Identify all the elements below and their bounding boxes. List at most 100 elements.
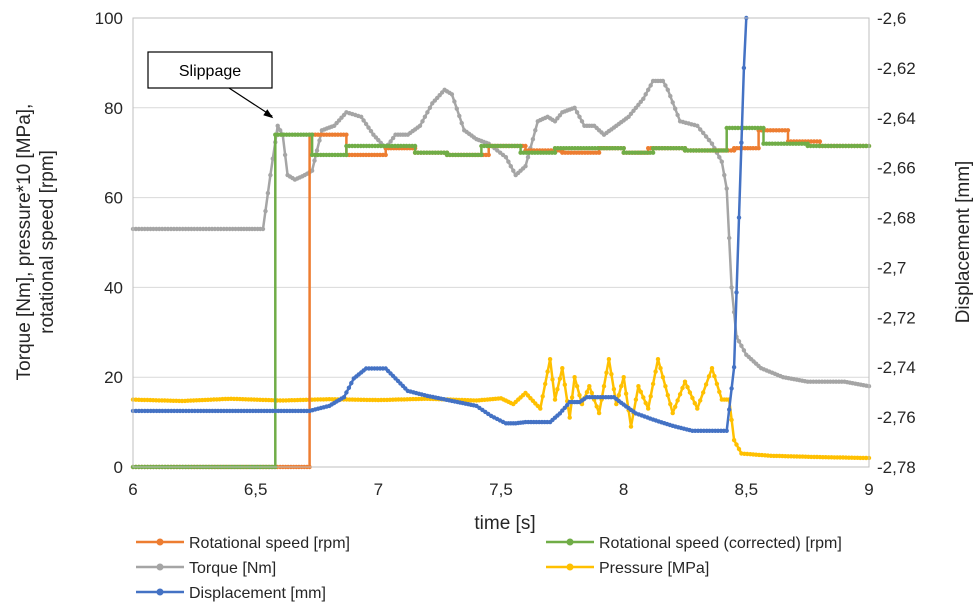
data-point	[511, 168, 516, 173]
data-point	[594, 404, 599, 409]
data-point	[523, 164, 528, 169]
data-point	[641, 395, 646, 400]
y-left-tick-label: 80	[104, 99, 123, 118]
data-point	[626, 114, 631, 120]
data-point	[486, 152, 491, 158]
plot-area-border	[132, 17, 870, 468]
x-tick-label: 9	[864, 480, 873, 499]
x-axis-title: time [s]	[474, 513, 535, 534]
legend-label: Torque [Nm]	[189, 560, 276, 577]
data-point	[555, 387, 560, 392]
data-point	[366, 125, 371, 130]
y-left-tick-label: 20	[104, 368, 123, 387]
data-point	[427, 105, 433, 111]
data-point	[739, 140, 744, 145]
series-line	[133, 129, 869, 469]
data-point	[668, 401, 673, 407]
data-point	[709, 141, 715, 146]
data-point	[675, 398, 680, 403]
data-point	[636, 384, 641, 389]
annotation-box	[147, 51, 273, 89]
data-point	[574, 384, 580, 389]
data-point	[452, 99, 457, 104]
data-point	[670, 410, 675, 416]
annotation-text: Slippage	[179, 63, 241, 80]
data-point	[638, 389, 643, 394]
y-left-tick-label: 60	[104, 189, 123, 208]
y-left-axis-title: Torque [Nm], pressure*10 [MPa], rotationa…	[14, 104, 58, 381]
data-point	[457, 113, 462, 119]
series-line	[133, 126, 869, 469]
y-left-tick-label: 0	[114, 458, 123, 477]
data-point	[729, 386, 734, 391]
data-point	[677, 392, 683, 397]
data-point	[619, 384, 624, 389]
data-point	[552, 397, 558, 402]
data-point	[344, 390, 349, 395]
data-point	[761, 125, 766, 131]
data-point	[562, 382, 567, 387]
data-point	[709, 366, 715, 371]
x-tick-label: 6,5	[244, 480, 268, 499]
data-point	[665, 393, 670, 398]
data-point	[523, 143, 528, 149]
y-right-tick-label: -2,76	[877, 408, 916, 427]
data-point	[698, 127, 703, 132]
data-point	[545, 369, 550, 374]
y-right-tick-label: -2,64	[877, 109, 916, 128]
data-point	[663, 83, 668, 88]
data-point	[530, 137, 536, 142]
data-point	[503, 155, 509, 160]
data-point	[260, 226, 266, 232]
data-point	[631, 108, 636, 114]
data-point	[479, 152, 484, 158]
data-point	[312, 158, 317, 163]
data-point	[655, 357, 661, 362]
legend-label: Displacement [mm]	[189, 585, 326, 602]
data-point	[628, 424, 634, 429]
data-point	[275, 123, 280, 128]
data-point	[317, 138, 322, 143]
data-point	[412, 143, 418, 149]
data-point	[658, 366, 663, 371]
data-point	[660, 78, 666, 84]
data-point	[698, 398, 703, 403]
x-tick-label: 8,5	[735, 480, 759, 499]
data-point	[606, 357, 612, 362]
data-point	[263, 208, 268, 214]
data-point	[550, 377, 555, 382]
data-point	[449, 92, 455, 97]
data-point	[695, 406, 700, 411]
data-point	[574, 110, 580, 115]
data-point	[665, 87, 670, 93]
series-torque-nm	[130, 78, 872, 389]
data-point	[646, 87, 651, 93]
data-point	[577, 114, 582, 120]
data-point	[454, 106, 459, 111]
data-point	[368, 128, 374, 134]
data-point	[675, 112, 680, 118]
data-point	[706, 137, 712, 143]
data-point	[560, 408, 565, 413]
legend-marker	[566, 563, 574, 571]
data-point	[547, 357, 553, 362]
data-point	[785, 128, 791, 133]
series-rotational-speed-rpm	[130, 128, 872, 470]
data-point	[268, 172, 273, 178]
data-point	[817, 139, 823, 144]
y-right-tick-label: -2,74	[877, 358, 916, 377]
data-point	[638, 99, 643, 105]
x-tick-label: 7,5	[489, 480, 513, 499]
legend-marker	[156, 563, 164, 571]
data-point	[731, 365, 737, 370]
data-point	[609, 372, 614, 377]
legend-item: Rotational speed (corrected) [rpm]	[546, 535, 842, 552]
data-point	[739, 343, 744, 348]
data-point	[670, 100, 675, 105]
data-point	[388, 139, 393, 144]
data-point	[727, 235, 732, 241]
data-point	[282, 152, 288, 158]
data-point	[633, 105, 639, 111]
data-point	[703, 134, 709, 139]
data-point	[731, 437, 737, 443]
